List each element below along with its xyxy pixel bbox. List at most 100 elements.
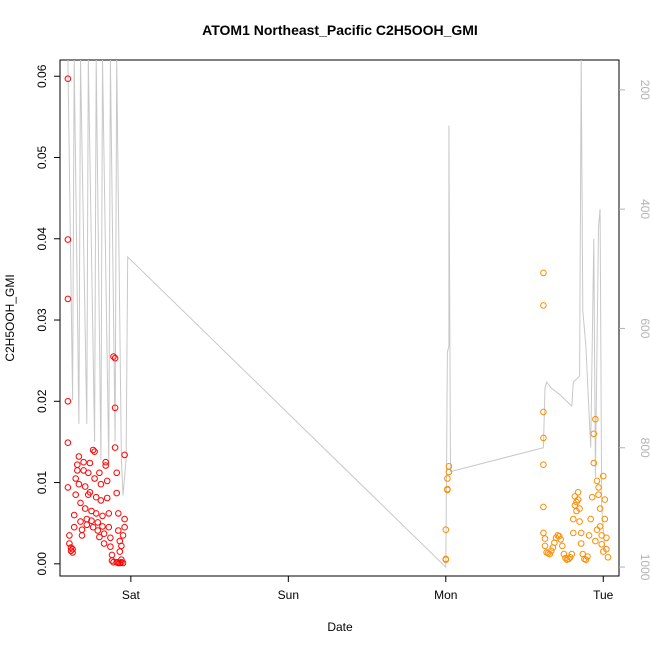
data-point [88,517,95,525]
data-point [596,505,604,512]
data-point [103,477,111,485]
data-point [595,491,602,499]
data-point [113,489,120,497]
data-point [555,532,563,540]
data-point [111,354,119,362]
data-point [592,537,599,545]
data-point [64,439,72,447]
data-point [89,523,97,531]
data-point [108,551,116,559]
y-tick-label: 0.00 [35,552,49,576]
right-tick-label: 200 [638,80,650,100]
data-point [118,542,125,550]
y-tick-label: 0.03 [35,308,49,332]
data-point [70,523,78,531]
data-point [66,532,73,539]
pressure-line [67,60,606,569]
data-point [83,521,91,529]
data-point [74,461,81,469]
data-point [96,533,103,541]
y-axis: 0.00 0.01 0.02 0.03 0.04 0.05 0.06 [35,64,60,575]
data-point [116,548,124,555]
data-point [590,430,598,438]
data-point [588,493,596,501]
x-axis-label: Date [327,620,353,634]
data-point [121,515,128,523]
data-point [576,505,583,512]
data-point [585,532,593,539]
data-point [92,493,100,501]
data-point [593,477,601,485]
right-tick-label: 600 [638,318,650,338]
data-point [119,532,127,539]
data-point [99,512,106,520]
data-point [546,550,554,558]
data-point [64,75,72,82]
data-point [110,353,117,360]
data-point [97,480,105,488]
data-point [540,503,547,511]
data-point [72,491,79,499]
data-point [75,453,83,460]
y-axis-label: C2H5OOH_GMI [3,274,17,361]
data-point [107,543,114,551]
data-point [64,236,72,243]
data-point [75,480,83,488]
data-point [571,502,579,509]
data-point [110,558,117,566]
data-point [107,534,114,542]
data-point [105,523,113,531]
x-tick-label: Mon [434,588,457,602]
data-point [66,540,73,547]
x-tick-label: Sun [278,588,299,602]
data-point [89,446,97,454]
data-point [115,510,122,517]
data-point [596,523,604,530]
data-point [444,475,451,482]
data-point [587,515,595,523]
right-tick-label: 800 [638,438,650,458]
data-point [601,515,609,523]
data-point [560,550,568,558]
data-point [574,496,582,503]
data-point [74,467,81,474]
data-point [595,484,602,491]
data-point [81,505,89,512]
y-tick-label: 0.01 [35,471,49,495]
data-point [102,458,109,466]
data-point [582,556,590,564]
data-point [69,549,76,556]
x-axis: Sat Sun Mon Tue [122,575,614,602]
data-point [113,469,120,477]
chart-title: ATOM1 Northeast_Pacific C2H5OOH_GMI [202,22,478,38]
data-point [85,469,92,477]
data-point [67,547,75,555]
data-point [600,472,607,480]
data-point [584,553,591,560]
data-point [64,484,72,491]
data-point [72,475,79,482]
data-point [119,559,127,567]
data-point [70,511,78,519]
data-point [77,518,84,525]
data-point [601,496,609,503]
data-point [92,510,100,517]
data-point [80,458,87,466]
data-point [574,489,582,496]
y-tick-label: 0.05 [35,145,49,169]
data-point [541,535,549,542]
data-point [445,463,453,470]
data-point [592,415,599,423]
data-point [78,526,86,534]
data-point [559,542,566,550]
x-tick-label: Sat [122,588,141,602]
right-axis: 200 400 600 800 1000 [619,80,650,581]
data-point [111,404,119,412]
data-point [77,499,84,507]
x-tick-label: Tue [593,588,614,602]
data-point [570,529,577,537]
data-point [91,475,98,482]
data-point [577,540,585,547]
data-point [86,489,94,496]
